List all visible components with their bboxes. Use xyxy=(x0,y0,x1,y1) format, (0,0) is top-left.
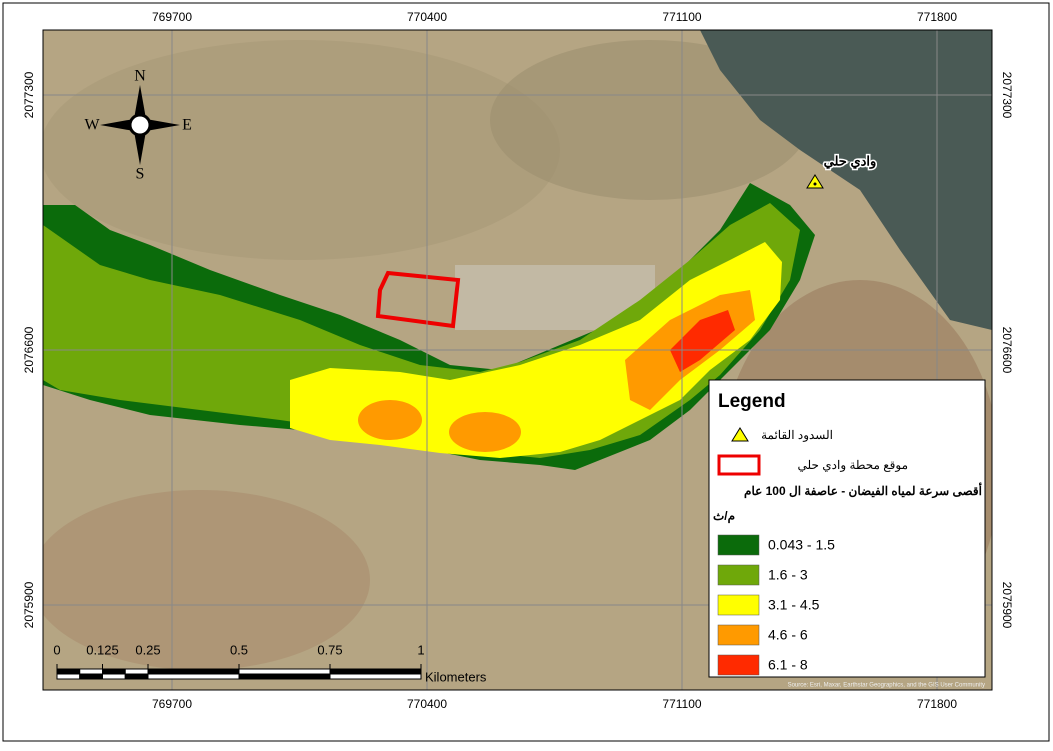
x-tick-label-bottom: 771800 xyxy=(917,697,957,711)
scale-segment xyxy=(238,668,331,675)
scale-label: 0 xyxy=(53,642,60,657)
legend-class-label: 4.6 - 6 xyxy=(768,627,808,643)
scale-unit: Kilometers xyxy=(425,669,487,684)
x-tick-label-bottom: 769700 xyxy=(152,697,192,711)
scale-segment xyxy=(147,673,240,680)
legend-swatch xyxy=(717,654,760,676)
x-tick-label-top: 770400 xyxy=(407,10,447,24)
north-e: E xyxy=(182,117,192,134)
map-frame xyxy=(42,29,993,691)
scale-segment xyxy=(124,668,149,675)
scale-label: 0.25 xyxy=(135,642,160,657)
legend: Legend السدود القائمة موقع محطة وادي حلي… xyxy=(708,379,986,678)
water xyxy=(700,30,992,330)
flood-class-4 xyxy=(449,412,521,452)
y-tick-label-right: 2075900 xyxy=(1000,582,1014,629)
legend-swatch xyxy=(717,564,760,586)
terrain xyxy=(43,40,560,260)
scale-label: 1 xyxy=(417,642,424,657)
legend-box xyxy=(708,379,986,678)
y-tick-label-right: 2076600 xyxy=(1000,327,1014,374)
flood-class-5 xyxy=(670,310,735,372)
scale-segment xyxy=(102,668,126,675)
y-tick-label-left: 2075900 xyxy=(22,581,36,628)
map-body: وادي حلي N S E W 0 0.125 0.25 0.5 0.75 1Kilom… xyxy=(43,30,992,690)
legend-dams: السدود القائمة xyxy=(761,428,833,442)
scale-segment xyxy=(238,673,331,680)
scale-segment xyxy=(329,668,422,675)
legend-class-label: 3.1 - 4.5 xyxy=(768,597,820,613)
scale-segment xyxy=(329,673,422,680)
x-tick-label-top: 769700 xyxy=(152,10,192,24)
scale-segment xyxy=(124,673,149,680)
north-arrow: N S E W xyxy=(84,68,191,183)
x-tick-label-top: 771100 xyxy=(662,10,701,24)
north-s: S xyxy=(136,166,145,183)
scale-label: 0.125 xyxy=(86,642,119,657)
dam-dot xyxy=(813,182,817,186)
x-tick-label-bottom: 770400 xyxy=(407,697,447,711)
legend-unit: م/ث xyxy=(713,509,735,524)
grid xyxy=(43,30,992,690)
terrain xyxy=(43,490,370,670)
scale-segment xyxy=(102,673,126,680)
flood-class-4 xyxy=(358,400,422,440)
scale-label: 0.5 xyxy=(230,642,248,657)
y-tick-label-right: 2077300 xyxy=(1000,72,1014,119)
legend-station-symbol xyxy=(717,454,761,476)
flood-class-3 xyxy=(290,242,782,458)
legend-dam-symbol xyxy=(731,427,749,442)
y-tick-label-left: 2077300 xyxy=(22,71,36,118)
station-outline xyxy=(375,270,461,329)
y-tick-label-left: 2076600 xyxy=(22,326,36,373)
scale-segment xyxy=(79,673,103,680)
legend-class-label: 0.043 - 1.5 xyxy=(768,537,835,553)
legend-station: موقع محطة وادي حلي xyxy=(798,458,908,472)
north-w: W xyxy=(84,117,100,134)
north-n: N xyxy=(134,68,146,85)
place-label: وادي حلي xyxy=(824,153,877,169)
scale-segment xyxy=(79,668,103,675)
legend-class-label: 1.6 - 3 xyxy=(768,567,808,583)
scale-segment xyxy=(147,668,240,675)
attribution: Source: Esri, Maxar, Earthstar Geographi… xyxy=(788,683,985,689)
legend-title: Legend xyxy=(718,391,786,412)
scale-label: 0.75 xyxy=(317,642,342,657)
legend-swatch xyxy=(717,594,760,616)
legend-heading: أقصى سرعة لمياه الفيضان - عاصفة ال 100 ع… xyxy=(744,483,982,499)
legend-swatch xyxy=(717,534,760,556)
legend-class-label: 6.1 - 8 xyxy=(768,657,808,673)
x-tick-label-bottom: 771100 xyxy=(662,697,701,711)
legend-swatch xyxy=(717,624,760,646)
scale-segment xyxy=(56,668,81,675)
scale-segment xyxy=(56,673,81,680)
x-tick-label-top: 771800 xyxy=(917,10,957,24)
dam-symbol xyxy=(806,174,824,189)
